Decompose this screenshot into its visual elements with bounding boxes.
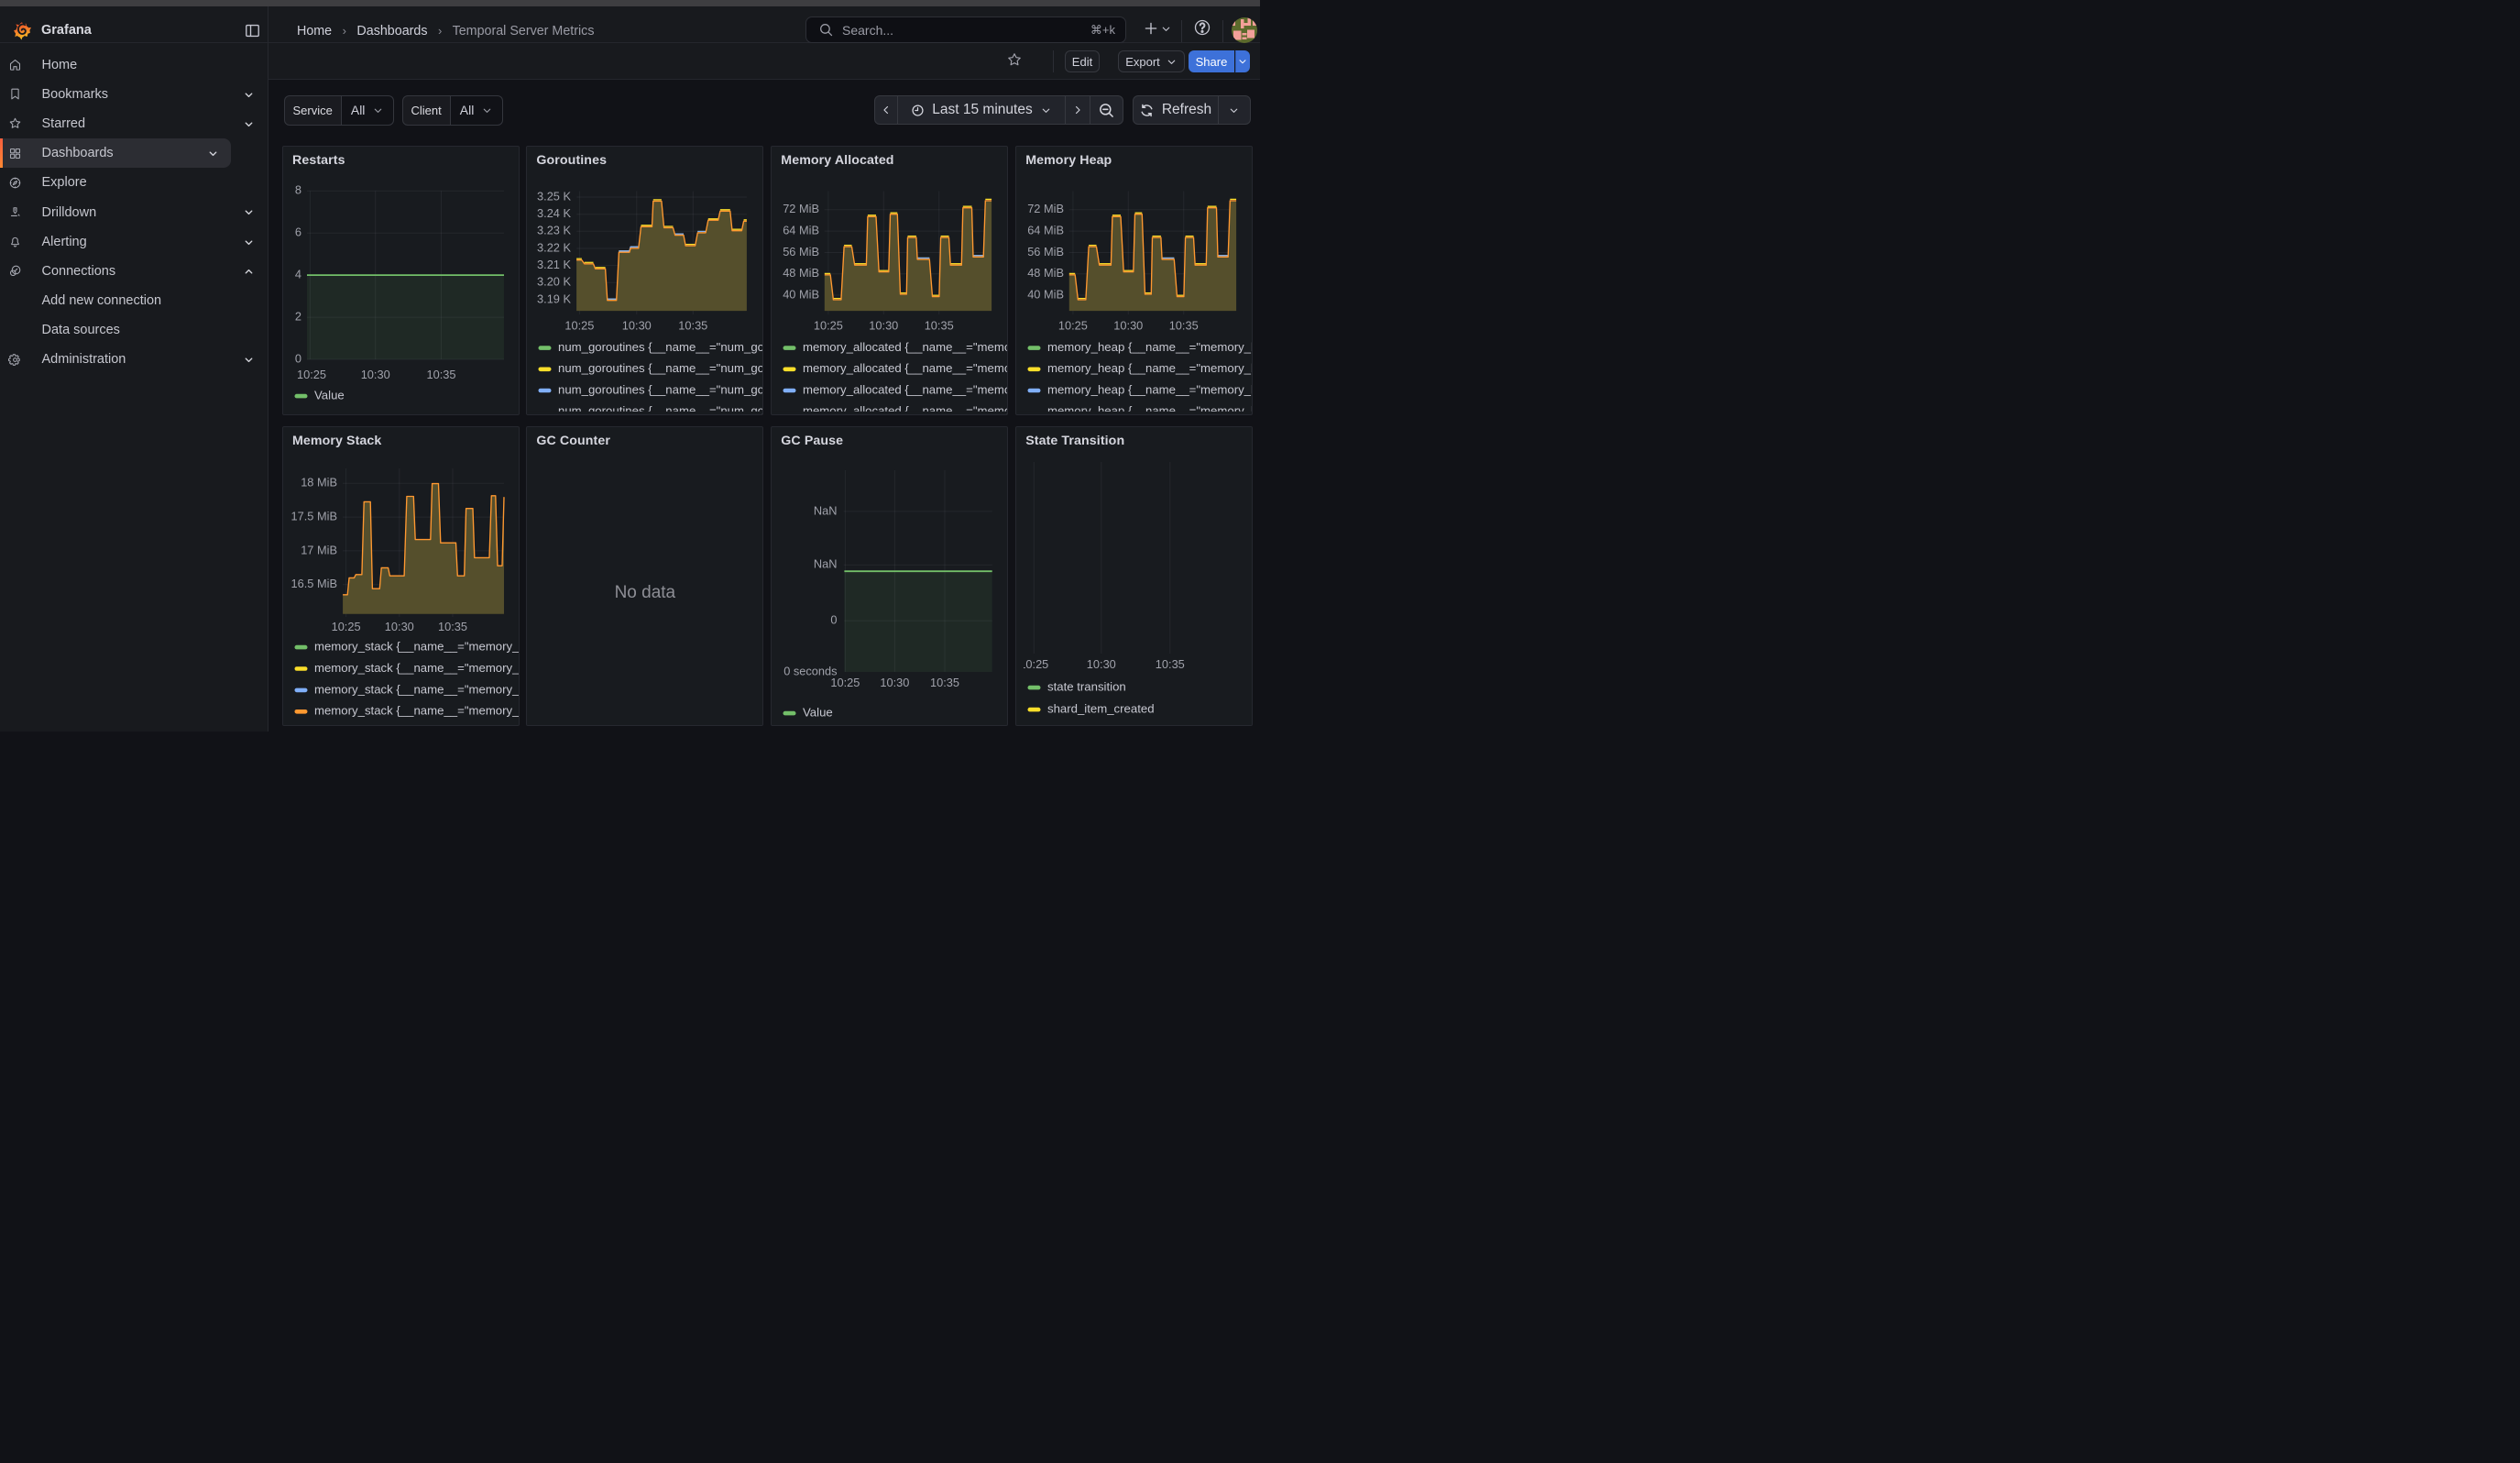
svg-text:memory_stack {__name__="memory: memory_stack {__name__="memory_s — [314, 661, 520, 675]
svg-text:Value: Value — [803, 705, 833, 719]
svg-text:memory_stack {__name__="memory: memory_stack {__name__="memory_s — [314, 639, 520, 653]
svg-text:10:25: 10:25 — [831, 676, 860, 689]
svg-text:3.22 K: 3.22 K — [537, 240, 571, 254]
svg-text:10:25: 10:25 — [814, 318, 843, 332]
svg-text:10:25: 10:25 — [297, 367, 326, 380]
svg-text:memory_allocated {__name__="me: memory_allocated {__name__="memo — [803, 403, 1008, 415]
svg-text:memory_stack {__name__="memory: memory_stack {__name__="memory_s — [314, 704, 520, 718]
svg-text:56 MiB: 56 MiB — [1027, 244, 1064, 258]
svg-text:2: 2 — [295, 309, 301, 323]
svg-text:64 MiB: 64 MiB — [1027, 223, 1064, 236]
svg-text:4: 4 — [295, 267, 301, 280]
svg-text:48 MiB: 48 MiB — [1027, 266, 1064, 280]
svg-text:num_goroutines {__name__="num_: num_goroutines {__name__="num_go — [558, 361, 763, 375]
svg-text:72 MiB: 72 MiB — [1027, 202, 1064, 215]
svg-text:3.20 K: 3.20 K — [537, 274, 571, 288]
svg-text:18 MiB: 18 MiB — [301, 476, 337, 490]
svg-text:56 MiB: 56 MiB — [783, 244, 820, 258]
svg-text:10:35: 10:35 — [1169, 318, 1199, 332]
svg-text:memory_allocated {__name__="me: memory_allocated {__name__="memo — [803, 382, 1008, 396]
svg-text:3.24 K: 3.24 K — [537, 206, 571, 220]
svg-text:48 MiB: 48 MiB — [783, 266, 820, 280]
svg-text:0: 0 — [831, 613, 838, 627]
svg-text:10:30: 10:30 — [1113, 318, 1143, 332]
svg-text:10:35: 10:35 — [925, 318, 954, 332]
svg-text:10:35: 10:35 — [930, 676, 959, 689]
svg-text:3.21 K: 3.21 K — [537, 257, 571, 270]
svg-text:3.25 K: 3.25 K — [537, 189, 571, 203]
svg-text:10:30: 10:30 — [870, 318, 899, 332]
svg-text:10:35: 10:35 — [427, 367, 456, 380]
svg-text:Value: Value — [314, 388, 345, 402]
svg-text:10:30: 10:30 — [881, 676, 910, 689]
svg-text:num_goroutines {__name__="num_: num_goroutines {__name__="num_go — [558, 403, 763, 415]
svg-text:memory_allocated {__name__="me: memory_allocated {__name__="memo — [803, 361, 1008, 375]
svg-text:17 MiB: 17 MiB — [301, 543, 337, 556]
svg-text:shard_item_created: shard_item_created — [1047, 701, 1155, 715]
svg-text:3.23 K: 3.23 K — [537, 223, 571, 236]
svg-text:6: 6 — [295, 225, 301, 238]
svg-text:10:35: 10:35 — [1156, 657, 1185, 671]
svg-text:10:30: 10:30 — [1087, 657, 1116, 671]
svg-text:memory_allocated {__name__="me: memory_allocated {__name__="memo — [803, 339, 1008, 353]
svg-text:8: 8 — [295, 182, 301, 196]
svg-text:72 MiB: 72 MiB — [783, 202, 820, 215]
svg-text:10:30: 10:30 — [385, 620, 414, 633]
svg-text:memory_stack {__name__="memory: memory_stack {__name__="memory_s — [314, 682, 520, 696]
svg-text:10:35: 10:35 — [438, 620, 467, 633]
svg-text:10:30: 10:30 — [622, 318, 652, 332]
svg-text:17.5 MiB: 17.5 MiB — [291, 509, 337, 522]
svg-text:16.5 MiB: 16.5 MiB — [291, 577, 337, 590]
svg-text:state transition: state transition — [1047, 679, 1126, 693]
svg-text:memory_heap {__name__="memory_: memory_heap {__name__="memory_h — [1047, 403, 1253, 415]
svg-text:40 MiB: 40 MiB — [783, 287, 820, 301]
svg-text:num_goroutines {__name__="num_: num_goroutines {__name__="num_go — [558, 339, 763, 353]
svg-text:NaN: NaN — [814, 557, 838, 571]
svg-text:NaN: NaN — [814, 503, 838, 517]
svg-text:10:30: 10:30 — [361, 367, 390, 380]
svg-text:memory_heap {__name__="memory_: memory_heap {__name__="memory_h — [1047, 361, 1253, 375]
svg-text:10:25: 10:25 — [332, 620, 361, 633]
svg-text:0 seconds: 0 seconds — [784, 664, 838, 677]
svg-text:10:35: 10:35 — [679, 318, 708, 332]
svg-text:64 MiB: 64 MiB — [783, 223, 820, 236]
svg-text:40 MiB: 40 MiB — [1027, 287, 1064, 301]
svg-text:3.19 K: 3.19 K — [537, 292, 571, 305]
svg-text:memory_heap {__name__="memory_: memory_heap {__name__="memory_h — [1047, 339, 1253, 353]
svg-text:memory_heap {__name__="memory_: memory_heap {__name__="memory_h — [1047, 382, 1253, 396]
svg-text:10:25: 10:25 — [1058, 318, 1088, 332]
svg-text:0: 0 — [295, 351, 301, 365]
svg-text:10:25: 10:25 — [1019, 657, 1048, 671]
svg-text:10:25: 10:25 — [565, 318, 595, 332]
svg-text:num_goroutines {__name__="num_: num_goroutines {__name__="num_go — [558, 382, 763, 396]
